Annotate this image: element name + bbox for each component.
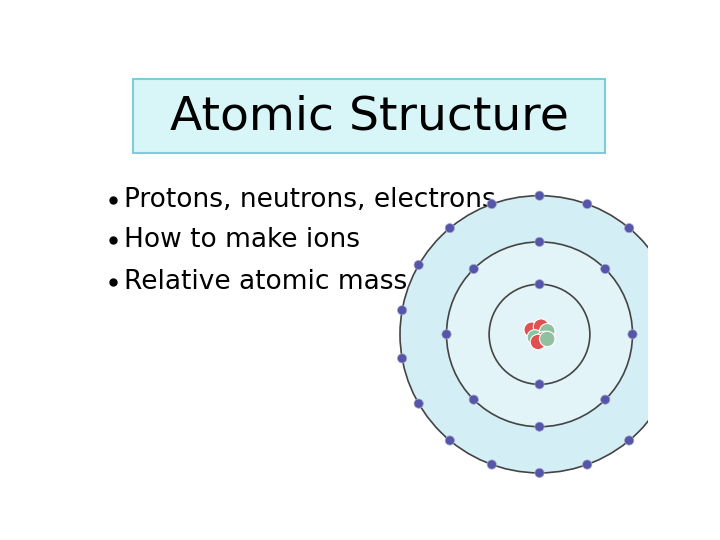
Circle shape <box>628 330 637 339</box>
Circle shape <box>539 323 555 339</box>
Bar <box>132 79 606 153</box>
Circle shape <box>446 242 632 427</box>
Circle shape <box>600 395 610 404</box>
Circle shape <box>582 199 592 208</box>
Circle shape <box>530 334 546 350</box>
Circle shape <box>624 436 634 445</box>
Text: Protons, neutrons, electrons: Protons, neutrons, electrons <box>124 186 496 213</box>
Circle shape <box>397 306 407 315</box>
Circle shape <box>535 280 544 289</box>
Circle shape <box>414 399 423 408</box>
Circle shape <box>445 224 454 233</box>
Circle shape <box>469 265 478 274</box>
Circle shape <box>672 306 682 315</box>
Text: Atomic Structure: Atomic Structure <box>170 94 568 140</box>
Circle shape <box>397 354 407 363</box>
Circle shape <box>535 380 544 389</box>
Circle shape <box>672 354 682 363</box>
Circle shape <box>535 422 544 431</box>
Circle shape <box>624 224 634 233</box>
Circle shape <box>445 436 454 445</box>
Circle shape <box>414 260 423 269</box>
Circle shape <box>527 330 543 345</box>
Circle shape <box>539 331 555 347</box>
Circle shape <box>469 395 478 404</box>
Circle shape <box>400 195 679 473</box>
Circle shape <box>536 331 552 347</box>
Text: How to make ions: How to make ions <box>124 227 360 253</box>
Circle shape <box>487 199 496 208</box>
Circle shape <box>534 319 549 334</box>
Circle shape <box>535 237 544 247</box>
Circle shape <box>524 322 539 338</box>
Circle shape <box>535 191 544 200</box>
Circle shape <box>600 265 610 274</box>
Circle shape <box>656 399 665 408</box>
Circle shape <box>489 284 590 384</box>
Circle shape <box>487 460 496 469</box>
Circle shape <box>582 460 592 469</box>
Circle shape <box>656 260 665 269</box>
Text: Relative atomic mass: Relative atomic mass <box>124 269 408 295</box>
Circle shape <box>442 330 451 339</box>
Circle shape <box>535 468 544 477</box>
